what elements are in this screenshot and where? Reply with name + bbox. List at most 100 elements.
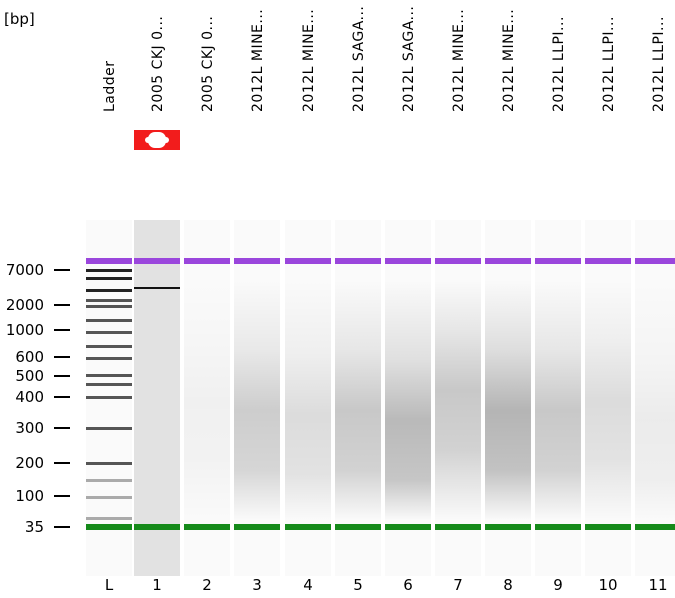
lane-header-label: 2005 CKJ 0... [200, 15, 216, 112]
lane-header[interactable]: 2012L MINE... [435, 0, 485, 128]
lane-number: 9 [553, 576, 563, 594]
lane-number: 3 [252, 576, 262, 594]
sample-smear [585, 280, 631, 520]
upper-marker-band [535, 258, 581, 264]
lane-header-label: 2012L MINE... [250, 8, 266, 112]
ladder-band [86, 383, 132, 386]
size-tick [54, 356, 70, 358]
upper-marker-band [335, 258, 381, 264]
ladder-band [86, 299, 132, 302]
upper-marker-band [635, 258, 675, 264]
lane-header[interactable]: 2012L MINE... [285, 0, 335, 128]
lower-marker-band [485, 524, 531, 530]
lower-marker-band [435, 524, 481, 530]
lane-header-label: Ladder [102, 60, 118, 112]
sample-lane[interactable] [435, 220, 481, 576]
size-label: 1000 [5, 321, 44, 339]
ladder-band [86, 357, 132, 360]
lane-header[interactable]: 2005 CKJ 0... [134, 0, 184, 128]
size-tick [54, 495, 70, 497]
upper-marker-band [435, 258, 481, 264]
sample-lane[interactable] [184, 220, 230, 576]
lower-marker-band [285, 524, 331, 530]
lane-header[interactable]: 2012L SAGA... [385, 0, 435, 128]
lower-marker-band [234, 524, 280, 530]
lane-number: 11 [648, 576, 668, 594]
lane-header-label: 2012L MINE... [451, 8, 467, 112]
upper-marker-band [385, 258, 431, 264]
ladder-band [86, 374, 132, 377]
ladder-band [86, 319, 132, 322]
lower-marker-band [385, 524, 431, 530]
sample-band [134, 287, 180, 289]
upper-marker-band [585, 258, 631, 264]
upper-marker-band [234, 258, 280, 264]
lane-number: 2 [202, 576, 212, 594]
lower-marker-band [585, 524, 631, 530]
lane-header-label: 2012L SAGA... [401, 5, 417, 112]
lower-marker-band [86, 524, 132, 530]
lane-header[interactable]: 2012L LLPI... [535, 0, 585, 128]
lane-header[interactable]: 2012L MINE... [485, 0, 535, 128]
ladder-lane[interactable] [86, 220, 132, 576]
ladder-band [86, 496, 132, 499]
lane-header-label: 2012L MINE... [501, 8, 517, 112]
lane-header-label: 2012L LLPI... [651, 16, 667, 112]
lane-header[interactable]: 2012L MINE... [234, 0, 284, 128]
size-tick [54, 269, 70, 271]
lane-header[interactable]: 2012L LLPI... [585, 0, 635, 128]
upper-marker-band [184, 258, 230, 264]
size-tick [54, 462, 70, 464]
lane-header-label: 2012L SAGA... [351, 5, 367, 112]
size-tick [54, 526, 70, 528]
lane-header-label: 2012L MINE... [301, 8, 317, 112]
lane-number: 1 [152, 576, 162, 594]
sample-lane[interactable] [585, 220, 631, 576]
size-label: 300 [15, 419, 44, 437]
lane-header[interactable]: 2012L SAGA... [335, 0, 385, 128]
sample-lane[interactable] [485, 220, 531, 576]
lane-header-label: 2005 CKJ 0... [150, 15, 166, 112]
lower-marker-band [635, 524, 675, 530]
size-label: 400 [15, 388, 44, 406]
size-label: 35 [24, 518, 44, 536]
lane-header[interactable]: 2012L LLPI... [635, 0, 675, 128]
lane-header[interactable]: Ladder [86, 0, 136, 128]
size-label: 600 [15, 348, 44, 366]
ladder-band [86, 396, 132, 399]
lane-number: 7 [453, 576, 463, 594]
ladder-band [86, 331, 132, 334]
size-label: 100 [15, 487, 44, 505]
sample-smear [285, 280, 331, 520]
warning-flag-icon[interactable] [134, 130, 180, 150]
lower-marker-band [335, 524, 381, 530]
sample-lane[interactable] [134, 220, 180, 576]
lower-marker-band [134, 524, 180, 530]
upper-marker-band [134, 258, 180, 264]
unit-label: [bp] [4, 10, 35, 28]
sample-lane[interactable] [385, 220, 431, 576]
ladder-band [86, 427, 132, 430]
size-label: 2000 [5, 296, 44, 314]
sample-lane[interactable] [234, 220, 280, 576]
lane-number: 5 [353, 576, 363, 594]
size-label: 500 [15, 367, 44, 385]
sample-lane[interactable] [635, 220, 675, 576]
lane-number: L [104, 576, 114, 594]
sample-lane[interactable] [535, 220, 581, 576]
sample-smear [234, 280, 280, 520]
sample-lane[interactable] [335, 220, 381, 576]
lane-header[interactable]: 2005 CKJ 0... [184, 0, 234, 128]
sample-lane[interactable] [285, 220, 331, 576]
sample-smear [435, 280, 481, 520]
sample-smear [335, 280, 381, 520]
lower-marker-band [535, 524, 581, 530]
lane-header-label: 2012L LLPI... [551, 16, 567, 112]
sample-smear [635, 280, 675, 520]
size-label: 200 [15, 454, 44, 472]
ladder-band [86, 345, 132, 348]
lane-number: 8 [503, 576, 513, 594]
ladder-band [86, 517, 132, 520]
ladder-band [86, 462, 132, 465]
size-tick [54, 304, 70, 306]
